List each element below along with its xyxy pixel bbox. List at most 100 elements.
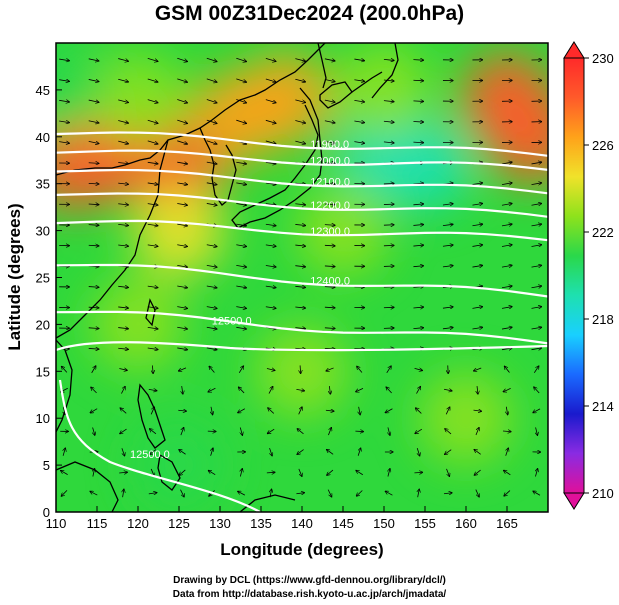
wind-arrow <box>90 408 98 413</box>
wind-arrow <box>121 448 125 456</box>
wind-arrow <box>358 448 360 456</box>
wind-arrow <box>472 307 482 309</box>
wind-arrow <box>206 183 217 185</box>
wind-arrow <box>501 183 512 185</box>
temperature-field <box>56 43 548 512</box>
wind-arrow <box>265 204 276 205</box>
wind-arrow <box>238 491 246 496</box>
wind-arrow <box>147 140 158 144</box>
wind-arrow <box>120 408 127 414</box>
x-tick-label: 115 <box>87 516 108 531</box>
wind-arrow <box>265 162 276 163</box>
wind-arrow <box>443 493 452 494</box>
wind-arrow <box>473 410 482 411</box>
wind-arrow <box>63 406 65 415</box>
wind-arrow <box>265 99 276 103</box>
wind-arrow <box>206 307 217 309</box>
wind-arrow <box>446 468 450 476</box>
wind-arrow <box>416 408 422 414</box>
wind-arrow <box>270 448 273 456</box>
wind-arrow <box>265 140 276 144</box>
wind-arrow <box>413 60 423 61</box>
wind-arrow <box>472 224 482 226</box>
wind-arrow <box>206 348 217 350</box>
wind-arrow <box>531 307 542 309</box>
y-tick-label: 40 <box>36 130 50 145</box>
wind-arrow <box>91 366 96 374</box>
credit-data: Data from http://database.rish.kyoto-u.a… <box>172 589 447 600</box>
wind-arrow <box>531 286 542 288</box>
wind-arrow <box>295 328 305 329</box>
colorbar-tick-label: 218 <box>592 312 614 327</box>
wind-arrow <box>238 408 245 413</box>
wind-arrow <box>413 122 423 123</box>
wind-arrow <box>236 203 246 205</box>
wind-arrow <box>445 429 452 435</box>
wind-arrow <box>324 225 335 226</box>
wind-arrow <box>206 245 217 247</box>
wind-arrow <box>93 469 95 477</box>
wind-arrow <box>472 327 482 329</box>
wind-arrow <box>239 387 245 394</box>
wind-arrow <box>236 183 246 185</box>
wind-arrow <box>147 58 158 61</box>
wind-arrow <box>88 100 99 102</box>
wind-arrow <box>474 367 482 371</box>
wind-arrow <box>118 140 128 144</box>
wind-arrow <box>211 448 213 456</box>
wind-arrow <box>118 348 128 349</box>
wind-arrow <box>531 183 542 185</box>
coastline-sakhalin <box>317 43 327 89</box>
wind-arrow <box>206 203 217 205</box>
x-tick-label: 135 <box>250 516 272 531</box>
y-tick-label: 45 <box>36 83 50 98</box>
y-tick-label: 5 <box>43 458 50 473</box>
wind-arrow <box>297 449 304 455</box>
wind-arrow <box>177 224 187 226</box>
wind-arrow <box>536 427 538 435</box>
x-axis-label: Longitude (degrees) <box>220 540 383 559</box>
field-sample-14 <box>420 372 512 465</box>
wind-arrow <box>120 428 127 433</box>
wind-arrow <box>472 245 482 247</box>
wind-arrow <box>413 266 423 267</box>
wind-arrow <box>177 140 187 144</box>
wind-arrow <box>177 265 187 267</box>
wind-arrow <box>324 141 335 143</box>
field-sample-9 <box>485 90 548 183</box>
wind-arrow <box>177 245 187 247</box>
wind-arrow <box>531 265 542 267</box>
wind-arrow <box>236 307 246 309</box>
wind-arrow <box>442 204 453 205</box>
coastline-china-south <box>56 139 169 339</box>
coastline-kuril <box>351 71 383 93</box>
wind-arrow <box>240 469 242 477</box>
wind-arrow <box>150 449 157 455</box>
wind-arrow <box>413 307 423 308</box>
x-tick-label: 160 <box>455 516 477 531</box>
wind-arrow <box>121 387 125 394</box>
height-contour-12400.0 <box>56 263 548 298</box>
wind-arrow <box>179 450 186 455</box>
contour-label: 12500.0 <box>212 316 252 328</box>
wind-arrow <box>324 183 335 184</box>
wind-arrow <box>119 472 127 473</box>
wind-arrow <box>442 245 453 246</box>
wind-arrow <box>147 119 158 123</box>
wind-arrow <box>147 162 158 163</box>
field-sample-5 <box>92 53 184 146</box>
wind-arrow <box>118 245 128 246</box>
wind-arrow <box>182 386 183 394</box>
field-sample-7 <box>379 118 471 211</box>
wind-arrow <box>443 389 452 391</box>
wind-arrow <box>266 472 275 473</box>
wind-arrow <box>501 224 512 226</box>
coastline-kamchatka <box>371 43 399 99</box>
wind-arrow <box>413 245 423 246</box>
wind-arrow <box>118 99 128 103</box>
x-tick-label: 150 <box>373 516 395 531</box>
wind-arrow <box>531 162 542 164</box>
wind-streamlines <box>59 58 541 497</box>
wind-arrow <box>206 57 217 61</box>
y-axis-ticks: 0 5 10 15 20 25 30 35 40 45 <box>36 83 62 520</box>
